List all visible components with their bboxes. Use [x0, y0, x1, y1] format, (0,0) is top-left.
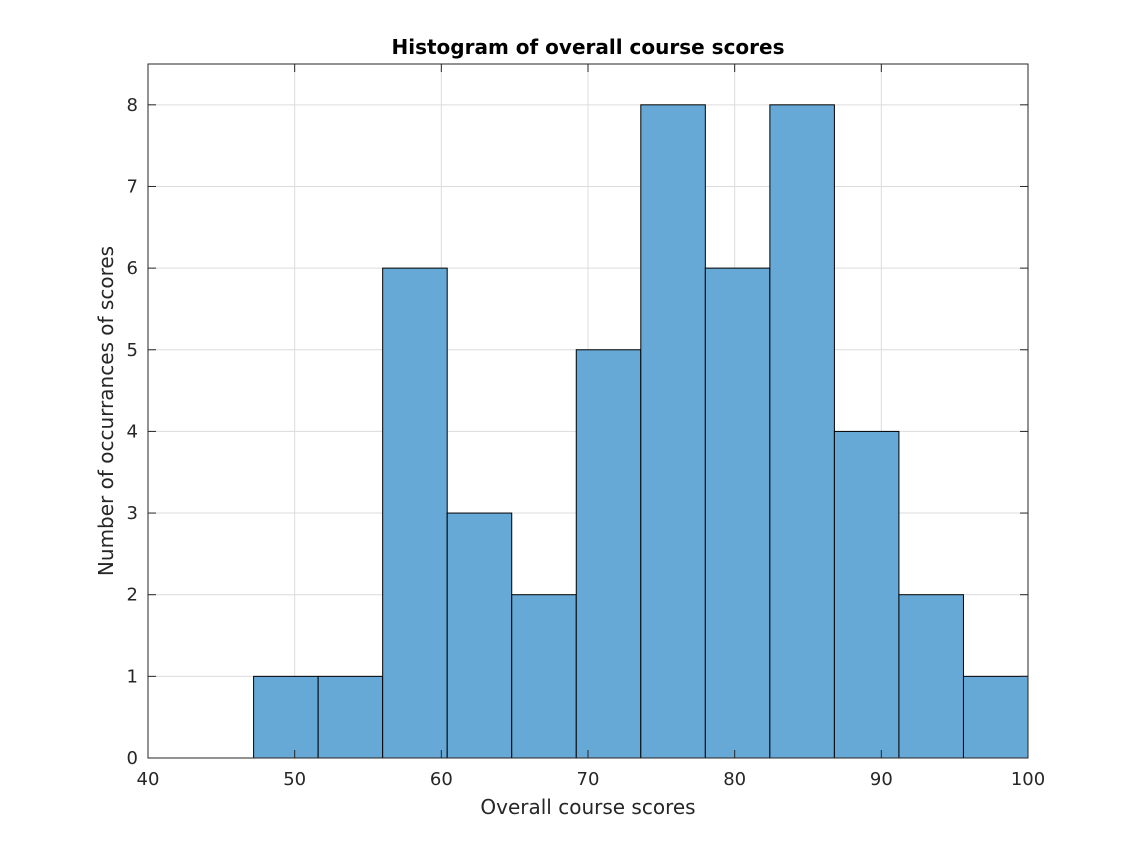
axis-ticks: [147, 64, 1029, 759]
y-axis-label: Number of occurrances of scores: [94, 246, 118, 576]
histogram-bar: [769, 104, 835, 759]
histogram-bar: [833, 430, 900, 759]
x-tick-label: 100: [1011, 769, 1045, 790]
x-tick-label: 50: [283, 769, 306, 790]
chart-title: Histogram of overall course scores: [391, 35, 784, 59]
y-tick-label: 4: [127, 421, 138, 442]
y-tick-label: 7: [127, 176, 138, 197]
y-tick-labels: 0 1 2 3 4 5 6 7 8: [127, 95, 138, 769]
x-tick-label: 40: [137, 769, 160, 790]
x-tick-label: 70: [577, 769, 600, 790]
histogram-bar: [575, 349, 642, 759]
y-tick-label: 5: [127, 340, 138, 361]
y-tick-label: 0: [127, 748, 138, 769]
histogram-bars: [253, 104, 1029, 759]
y-tick-label: 2: [127, 585, 138, 606]
x-tick-labels: 40 50 60 70 80 90 100: [137, 769, 1046, 790]
x-tick-label: 90: [870, 769, 893, 790]
histogram-bar: [962, 675, 1029, 759]
y-tick-label: 8: [127, 95, 138, 116]
y-tick-label: 3: [127, 503, 138, 524]
y-tick-label: 6: [127, 258, 138, 279]
histogram-bar: [704, 267, 771, 759]
x-tick-label: 80: [723, 769, 746, 790]
x-tick-label: 60: [430, 769, 453, 790]
x-axis-label: Overall course scores: [480, 795, 695, 819]
histogram-bar: [511, 594, 577, 759]
histogram-bar: [253, 675, 319, 759]
histogram-bar: [640, 104, 706, 759]
histogram-bar: [898, 594, 964, 759]
histogram-bar: [382, 267, 448, 759]
histogram-bar: [446, 512, 513, 759]
histogram-bar: [317, 675, 384, 759]
y-tick-label: 1: [127, 666, 138, 687]
